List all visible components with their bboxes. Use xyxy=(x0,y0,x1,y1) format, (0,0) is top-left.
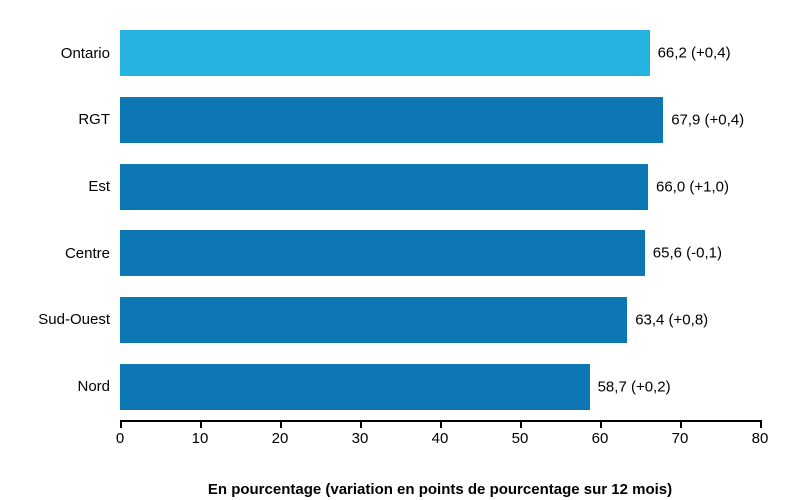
tick-mark xyxy=(760,420,762,428)
tick-label: 80 xyxy=(752,430,769,447)
bar-category-label: RGT xyxy=(78,111,120,128)
tick-mark xyxy=(120,420,122,428)
tick-mark xyxy=(600,420,602,428)
tick-label: 40 xyxy=(432,430,449,447)
bar-category-label: Ontario xyxy=(61,45,120,62)
bar-category-label: Nord xyxy=(77,378,120,395)
bar-row: RGT67,9 (+0,4) xyxy=(120,97,760,143)
bar-value-label: 66,0 (+1,0) xyxy=(648,178,729,195)
bar-category-label: Centre xyxy=(65,245,120,262)
bar: 66,0 (+1,0) xyxy=(120,164,648,210)
bar: 63,4 (+0,8) xyxy=(120,297,627,343)
x-axis-title: En pourcentage (variation en points de p… xyxy=(120,481,760,498)
tick-label: 20 xyxy=(272,430,289,447)
bar-value-label: 67,9 (+0,4) xyxy=(663,111,744,128)
bar-row: Centre65,6 (-0,1) xyxy=(120,230,760,276)
bar-value-label: 58,7 (+0,2) xyxy=(590,378,671,395)
bar: 58,7 (+0,2) xyxy=(120,364,590,410)
tick-label: 30 xyxy=(352,430,369,447)
tick-label: 70 xyxy=(672,430,689,447)
bar: 65,6 (-0,1) xyxy=(120,230,645,276)
tick-mark xyxy=(200,420,202,428)
bar-category-label: Sud-Ouest xyxy=(38,311,120,328)
bar: 67,9 (+0,4) xyxy=(120,97,663,143)
x-axis: 01020304050607080 xyxy=(120,420,760,450)
bar-row: Nord58,7 (+0,2) xyxy=(120,364,760,410)
bar-chart: Ontario66,2 (+0,4)RGT67,9 (+0,4)Est66,0 … xyxy=(0,0,800,500)
tick-mark xyxy=(280,420,282,428)
bar-value-label: 66,2 (+0,4) xyxy=(650,45,731,62)
plot-area: Ontario66,2 (+0,4) RGT67,9 (+0,4) Est66,0 … xyxy=(120,20,760,420)
tick-label: 0 xyxy=(116,430,124,447)
bar-row: Sud-Ouest63,4 (+0,8) xyxy=(120,297,760,343)
bars-container: Ontario66,2 (+0,4) RGT67,9 (+0,4) Est66,0 … xyxy=(120,20,760,420)
bar-value-label: 65,6 (-0,1) xyxy=(645,245,722,262)
bar-row: Est66,0 (+1,0) xyxy=(120,164,760,210)
tick-label: 60 xyxy=(592,430,609,447)
tick-label: 10 xyxy=(192,430,209,447)
tick-mark xyxy=(520,420,522,428)
tick-mark xyxy=(440,420,442,428)
tick-mark xyxy=(360,420,362,428)
bar-row: Ontario66,2 (+0,4) xyxy=(120,30,760,76)
tick-mark xyxy=(680,420,682,428)
bar-value-label: 63,4 (+0,8) xyxy=(627,311,708,328)
bar: 66,2 (+0,4) xyxy=(120,30,650,76)
bar-category-label: Est xyxy=(88,178,120,195)
tick-label: 50 xyxy=(512,430,529,447)
